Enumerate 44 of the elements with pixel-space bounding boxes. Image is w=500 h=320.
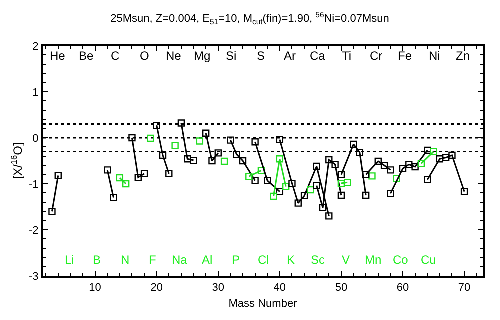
annotation: Cr [370, 49, 383, 63]
annotation: C [111, 49, 120, 63]
annotation: Na [172, 253, 188, 267]
annotation: K [287, 253, 296, 267]
annotation: Mg [194, 49, 211, 63]
annotation: Ca [310, 49, 326, 63]
annotation: Si [226, 49, 237, 63]
x-axis-title: Mass Number [228, 298, 298, 310]
annotation: Sc [311, 253, 326, 267]
annotation: Al [202, 253, 213, 267]
annotation: P [232, 253, 240, 267]
annotation: Zn [456, 49, 470, 63]
y-tick-label: -2 [29, 224, 39, 237]
annotation: S [257, 49, 266, 63]
annotation: B [93, 253, 102, 267]
x-tick-label: 10 [89, 282, 102, 294]
x-tick-label: 20 [150, 282, 163, 294]
x-tick-label: 70 [458, 282, 471, 294]
y-tick-label: -3 [29, 270, 39, 283]
x-tick-label: 60 [396, 282, 410, 294]
annotation: F [149, 253, 156, 267]
annotation: Cu [421, 253, 436, 267]
y-tick-label: 0 [32, 132, 39, 145]
x-tick-label: 40 [274, 282, 286, 294]
annotation: Ni [429, 49, 440, 63]
annotation: O [140, 49, 150, 63]
y-tick-label: 2 [32, 40, 39, 53]
annotation: He [50, 49, 66, 63]
annotation: Co [393, 253, 409, 267]
chart-title: 25Msun, Z=0.004, E$_{51}$=10, M$_{cut}$(fin)=1.90, $^{56}$Ni=0.07Msun [110, 10, 390, 26]
annotation: V [342, 253, 350, 267]
y-tick-label: 1 [32, 86, 39, 99]
annotation: N [121, 253, 130, 267]
annotation: Fe [398, 49, 412, 63]
x-tick-label: 30 [212, 282, 225, 294]
annotation: Ar [284, 49, 296, 63]
annotation: Ne [166, 49, 182, 63]
x-tick-label: 50 [335, 282, 348, 294]
annotation: Li [65, 253, 74, 267]
y-tick-label: -1 [29, 178, 39, 191]
annotation: Cl [258, 253, 270, 267]
annotation: Be [79, 49, 94, 63]
annotation: Mn [365, 253, 382, 267]
annotation: Ti [342, 49, 352, 63]
